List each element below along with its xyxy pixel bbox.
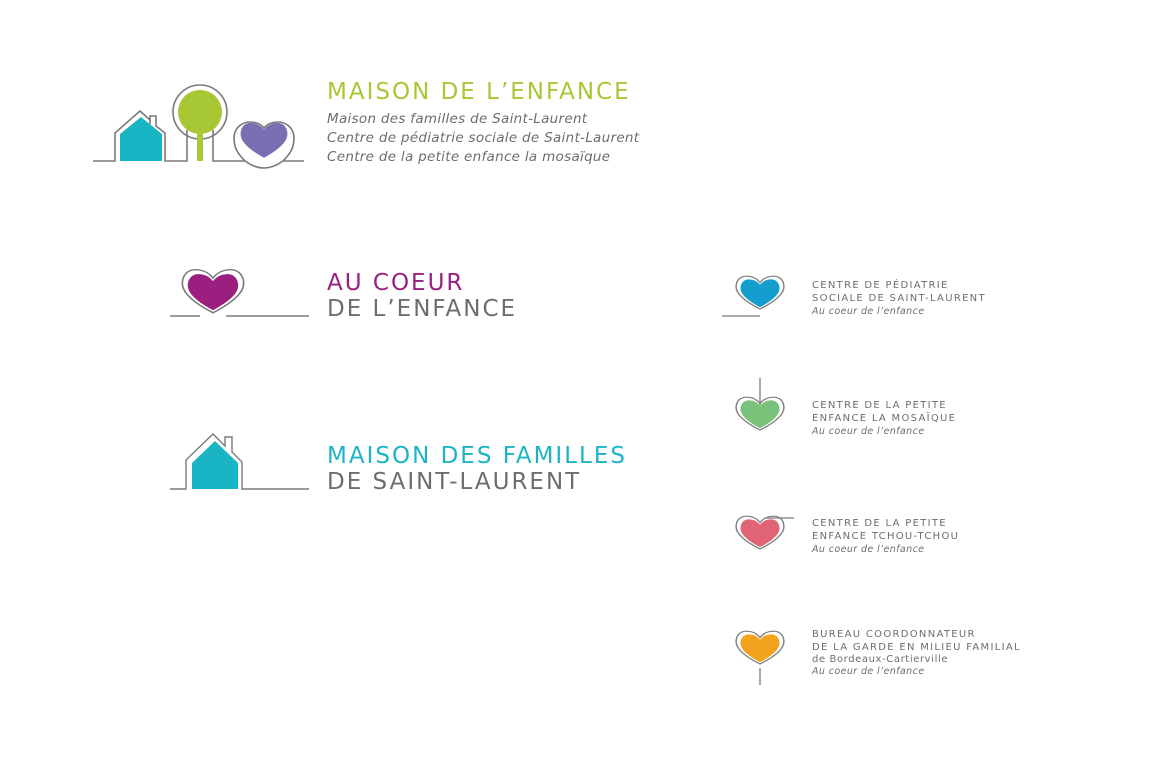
logo-name-line: BUREAU COORDONNATEUR	[812, 629, 976, 640]
familles-logo-line1: MAISON DES FAMILLES	[327, 443, 627, 469]
logo-tagline: Au coeur de l’enfance	[812, 426, 925, 437]
logo-name-line: SOCIALE DE SAINT-LAURENT	[812, 292, 986, 304]
tchou-logo-text: CENTRE DE LA PETITE ENFANCE TCHOU-TCHOU …	[812, 518, 959, 556]
main-logo-line: Centre de pédiatrie sociale de Saint-Lau…	[327, 130, 640, 146]
logo-name-line: ENFANCE TCHOU-TCHOU	[812, 530, 960, 542]
familles-logo-icon	[170, 433, 309, 490]
logo-name-extra: de Bordeaux-Cartierville	[812, 654, 949, 665]
mosaique-heart-icon	[735, 378, 785, 431]
logo-name-line: DE LA GARDE EN MILIEU FAMILIAL	[812, 641, 1021, 653]
bureau-heart-icon	[735, 630, 785, 685]
bureau-logo-text: BUREAU COORDONNATEUR DE LA GARDE EN MILI…	[812, 629, 1021, 678]
coeur-logo-icon	[170, 268, 309, 317]
tchou-heart-icon	[735, 515, 794, 550]
pediatrie-logo-text: CENTRE DE PÉDIATRIE SOCIALE DE SAINT-LAU…	[812, 280, 986, 318]
tree-icon	[178, 90, 222, 134]
mosaique-logo-text: CENTRE DE LA PETITE ENFANCE LA MOSAÏQUE …	[812, 400, 956, 438]
logo-tagline: Au coeur de l’enfance	[812, 544, 925, 555]
main-logo-title: MAISON DE L’ENFANCE	[327, 79, 631, 105]
logo-tagline: Au coeur de l’enfance	[812, 306, 925, 317]
logo-name-line: CENTRE DE PÉDIATRIE	[812, 280, 949, 291]
main-logo-line: Centre de la petite enfance la mosaïque	[327, 149, 611, 165]
logo-name-line: CENTRE DE LA PETITE	[812, 518, 947, 529]
coeur-logo-line2: DE L’ENFANCE	[327, 296, 518, 322]
logo-name-line: ENFANCE LA MOSAÏQUE	[812, 412, 957, 424]
logo-name-line: CENTRE DE LA PETITE	[812, 400, 947, 411]
pediatrie-heart-icon	[722, 275, 785, 317]
familles-logo-line2: DE SAINT-LAURENT	[327, 469, 582, 495]
main-logo-line: Maison des familles de Saint-Laurent	[327, 111, 588, 127]
house-icon	[120, 117, 162, 161]
coeur-logo-line1: AU COEUR	[327, 270, 465, 296]
logo-tagline: Au coeur de l’enfance	[812, 666, 925, 677]
